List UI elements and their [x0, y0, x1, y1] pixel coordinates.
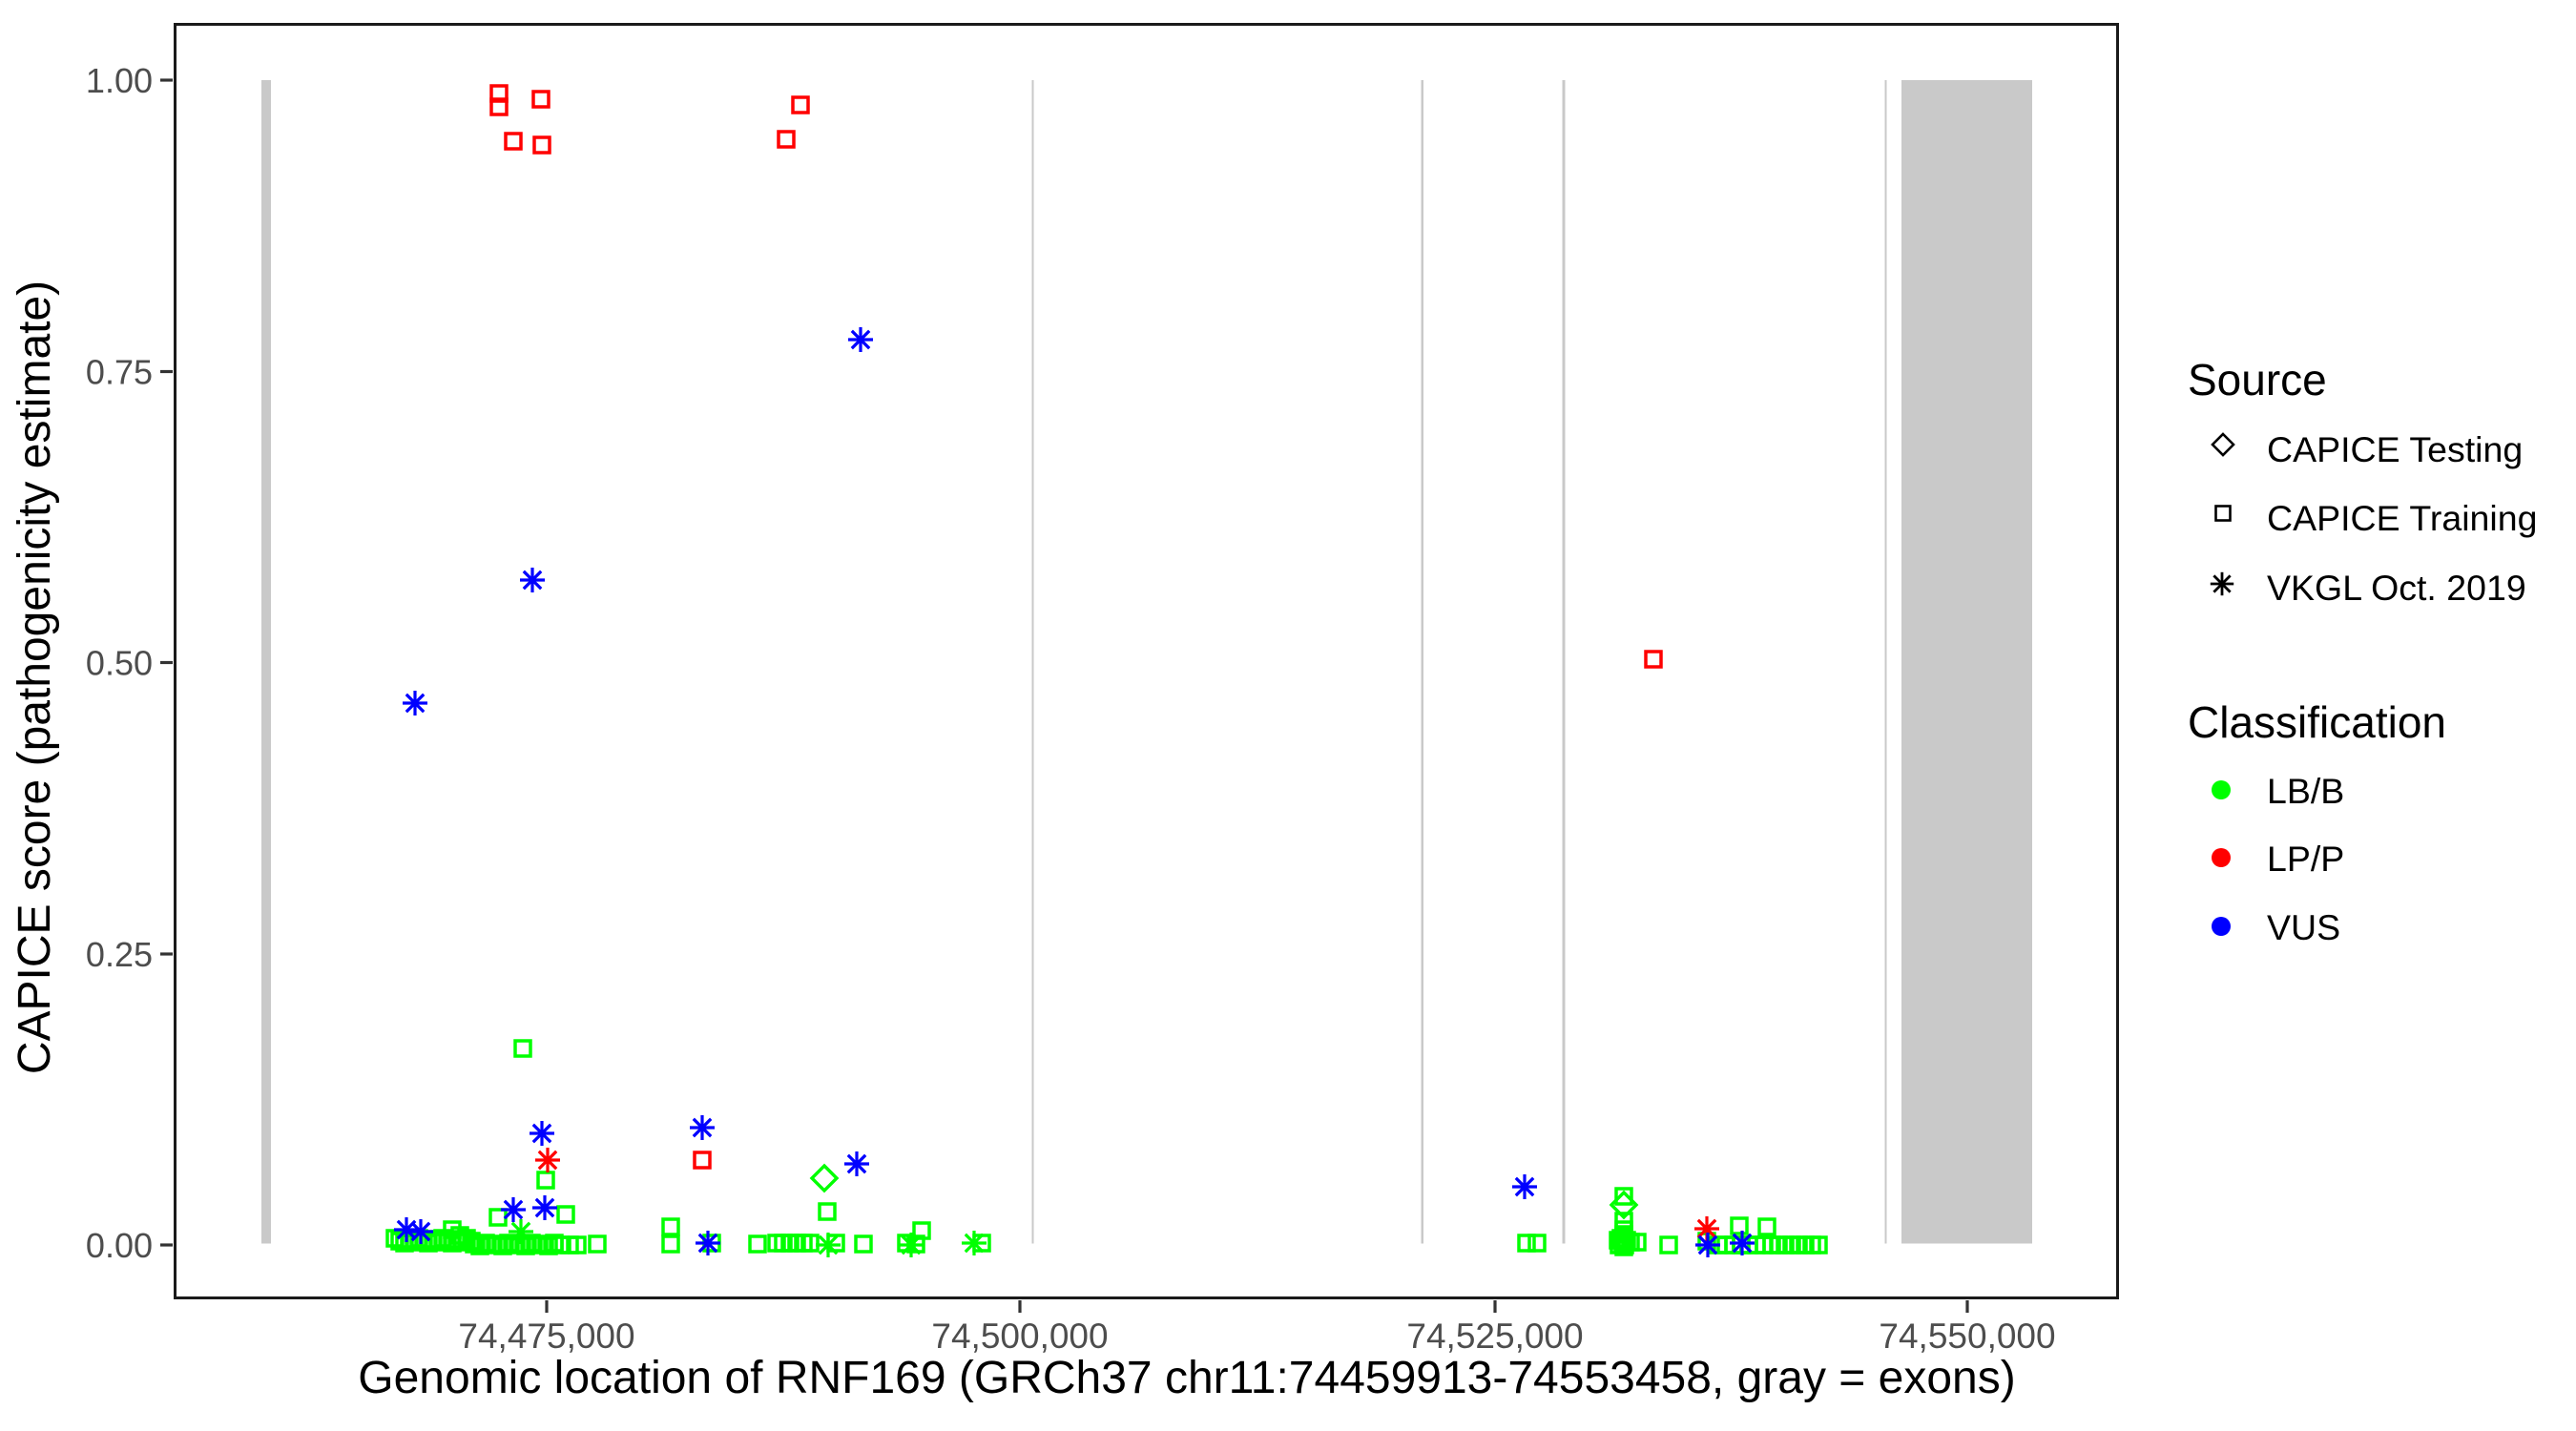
- svg-text:0.00: 0.00: [86, 1226, 153, 1265]
- svg-text:LP/P: LP/P: [2267, 839, 2344, 879]
- svg-text:Classification: Classification: [2188, 697, 2446, 747]
- svg-text:LB/B: LB/B: [2267, 771, 2344, 811]
- svg-text:CAPICE score (pathogenicity es: CAPICE score (pathogenicity estimate): [10, 280, 60, 1074]
- svg-text:1.00: 1.00: [86, 61, 153, 100]
- svg-text:0.25: 0.25: [86, 935, 153, 974]
- svg-text:74,475,000: 74,475,000: [458, 1317, 634, 1356]
- svg-text:CAPICE Testing: CAPICE Testing: [2267, 429, 2523, 469]
- svg-text:CAPICE Training: CAPICE Training: [2267, 498, 2537, 538]
- svg-text:Source: Source: [2188, 355, 2327, 404]
- svg-text:74,550,000: 74,550,000: [1879, 1317, 2055, 1356]
- svg-text:Genomic location of RNF169 (GR: Genomic location of RNF169 (GRCh37 chr11…: [358, 1353, 2015, 1403]
- svg-text:VUS: VUS: [2267, 907, 2340, 947]
- svg-text:VKGL Oct. 2019: VKGL Oct. 2019: [2267, 568, 2526, 608]
- svg-text:0.75: 0.75: [86, 353, 153, 392]
- svg-text:74,500,000: 74,500,000: [931, 1317, 1108, 1356]
- svg-text:0.50: 0.50: [86, 644, 153, 683]
- svg-text:74,525,000: 74,525,000: [1406, 1317, 1583, 1356]
